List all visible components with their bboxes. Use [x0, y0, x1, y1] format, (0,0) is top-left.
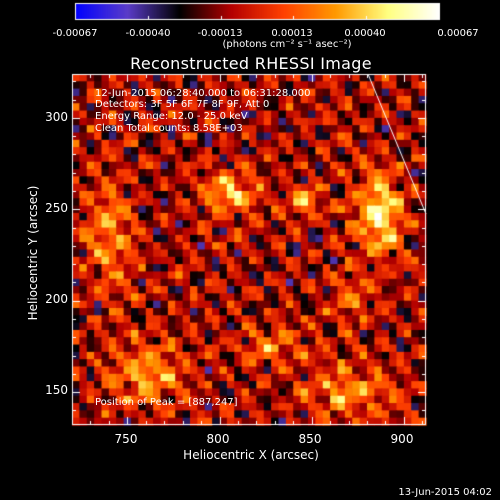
- x-tick-label: 900: [390, 432, 414, 446]
- y-tick-label: 150: [45, 383, 68, 397]
- colorbar-tick: -0.00040: [125, 28, 171, 39]
- clean-counts-annotation: Clean Total counts: 8.58E+03: [95, 123, 243, 134]
- y-axis-label: Heliocentric Y (arcsec): [26, 185, 40, 321]
- y-tick-label: 200: [45, 292, 68, 306]
- colorbar-tick: 0.00040: [344, 28, 386, 39]
- colorbar-tick: 0.00013: [271, 28, 313, 39]
- y-tick-label: 300: [45, 110, 68, 124]
- x-tick-label: 750: [114, 432, 138, 446]
- colorbar-tick: 0.00067: [437, 28, 479, 39]
- colorbar-unit-label: (photons cm⁻² s⁻¹ asec⁻²): [222, 39, 352, 50]
- colorbar-tick: -0.00013: [197, 28, 243, 39]
- x-tick-label: 800: [206, 432, 230, 446]
- colorbar-tick: -0.00067: [52, 28, 98, 39]
- energy-range-annotation: Energy Range: 12.0 - 25.0 keV: [95, 111, 248, 122]
- detectors-annotation: Detectors: 3F 5F 6F 7F 8F 9F, Att 0: [95, 99, 270, 110]
- chart-title: Reconstructed RHESSI Image: [130, 54, 372, 73]
- peak-position-annotation: Position of Peak = [887,247]: [95, 397, 238, 408]
- y-tick-label: 250: [45, 201, 68, 215]
- x-tick-label: 850: [298, 432, 322, 446]
- time-range-annotation: 12-Jun-2015 06:28:40.000 to 06:31:28.000: [95, 88, 311, 99]
- x-axis-label: Heliocentric X (arcsec): [183, 448, 319, 462]
- generation-timestamp: 13-Jun-2015 04:02: [398, 487, 492, 498]
